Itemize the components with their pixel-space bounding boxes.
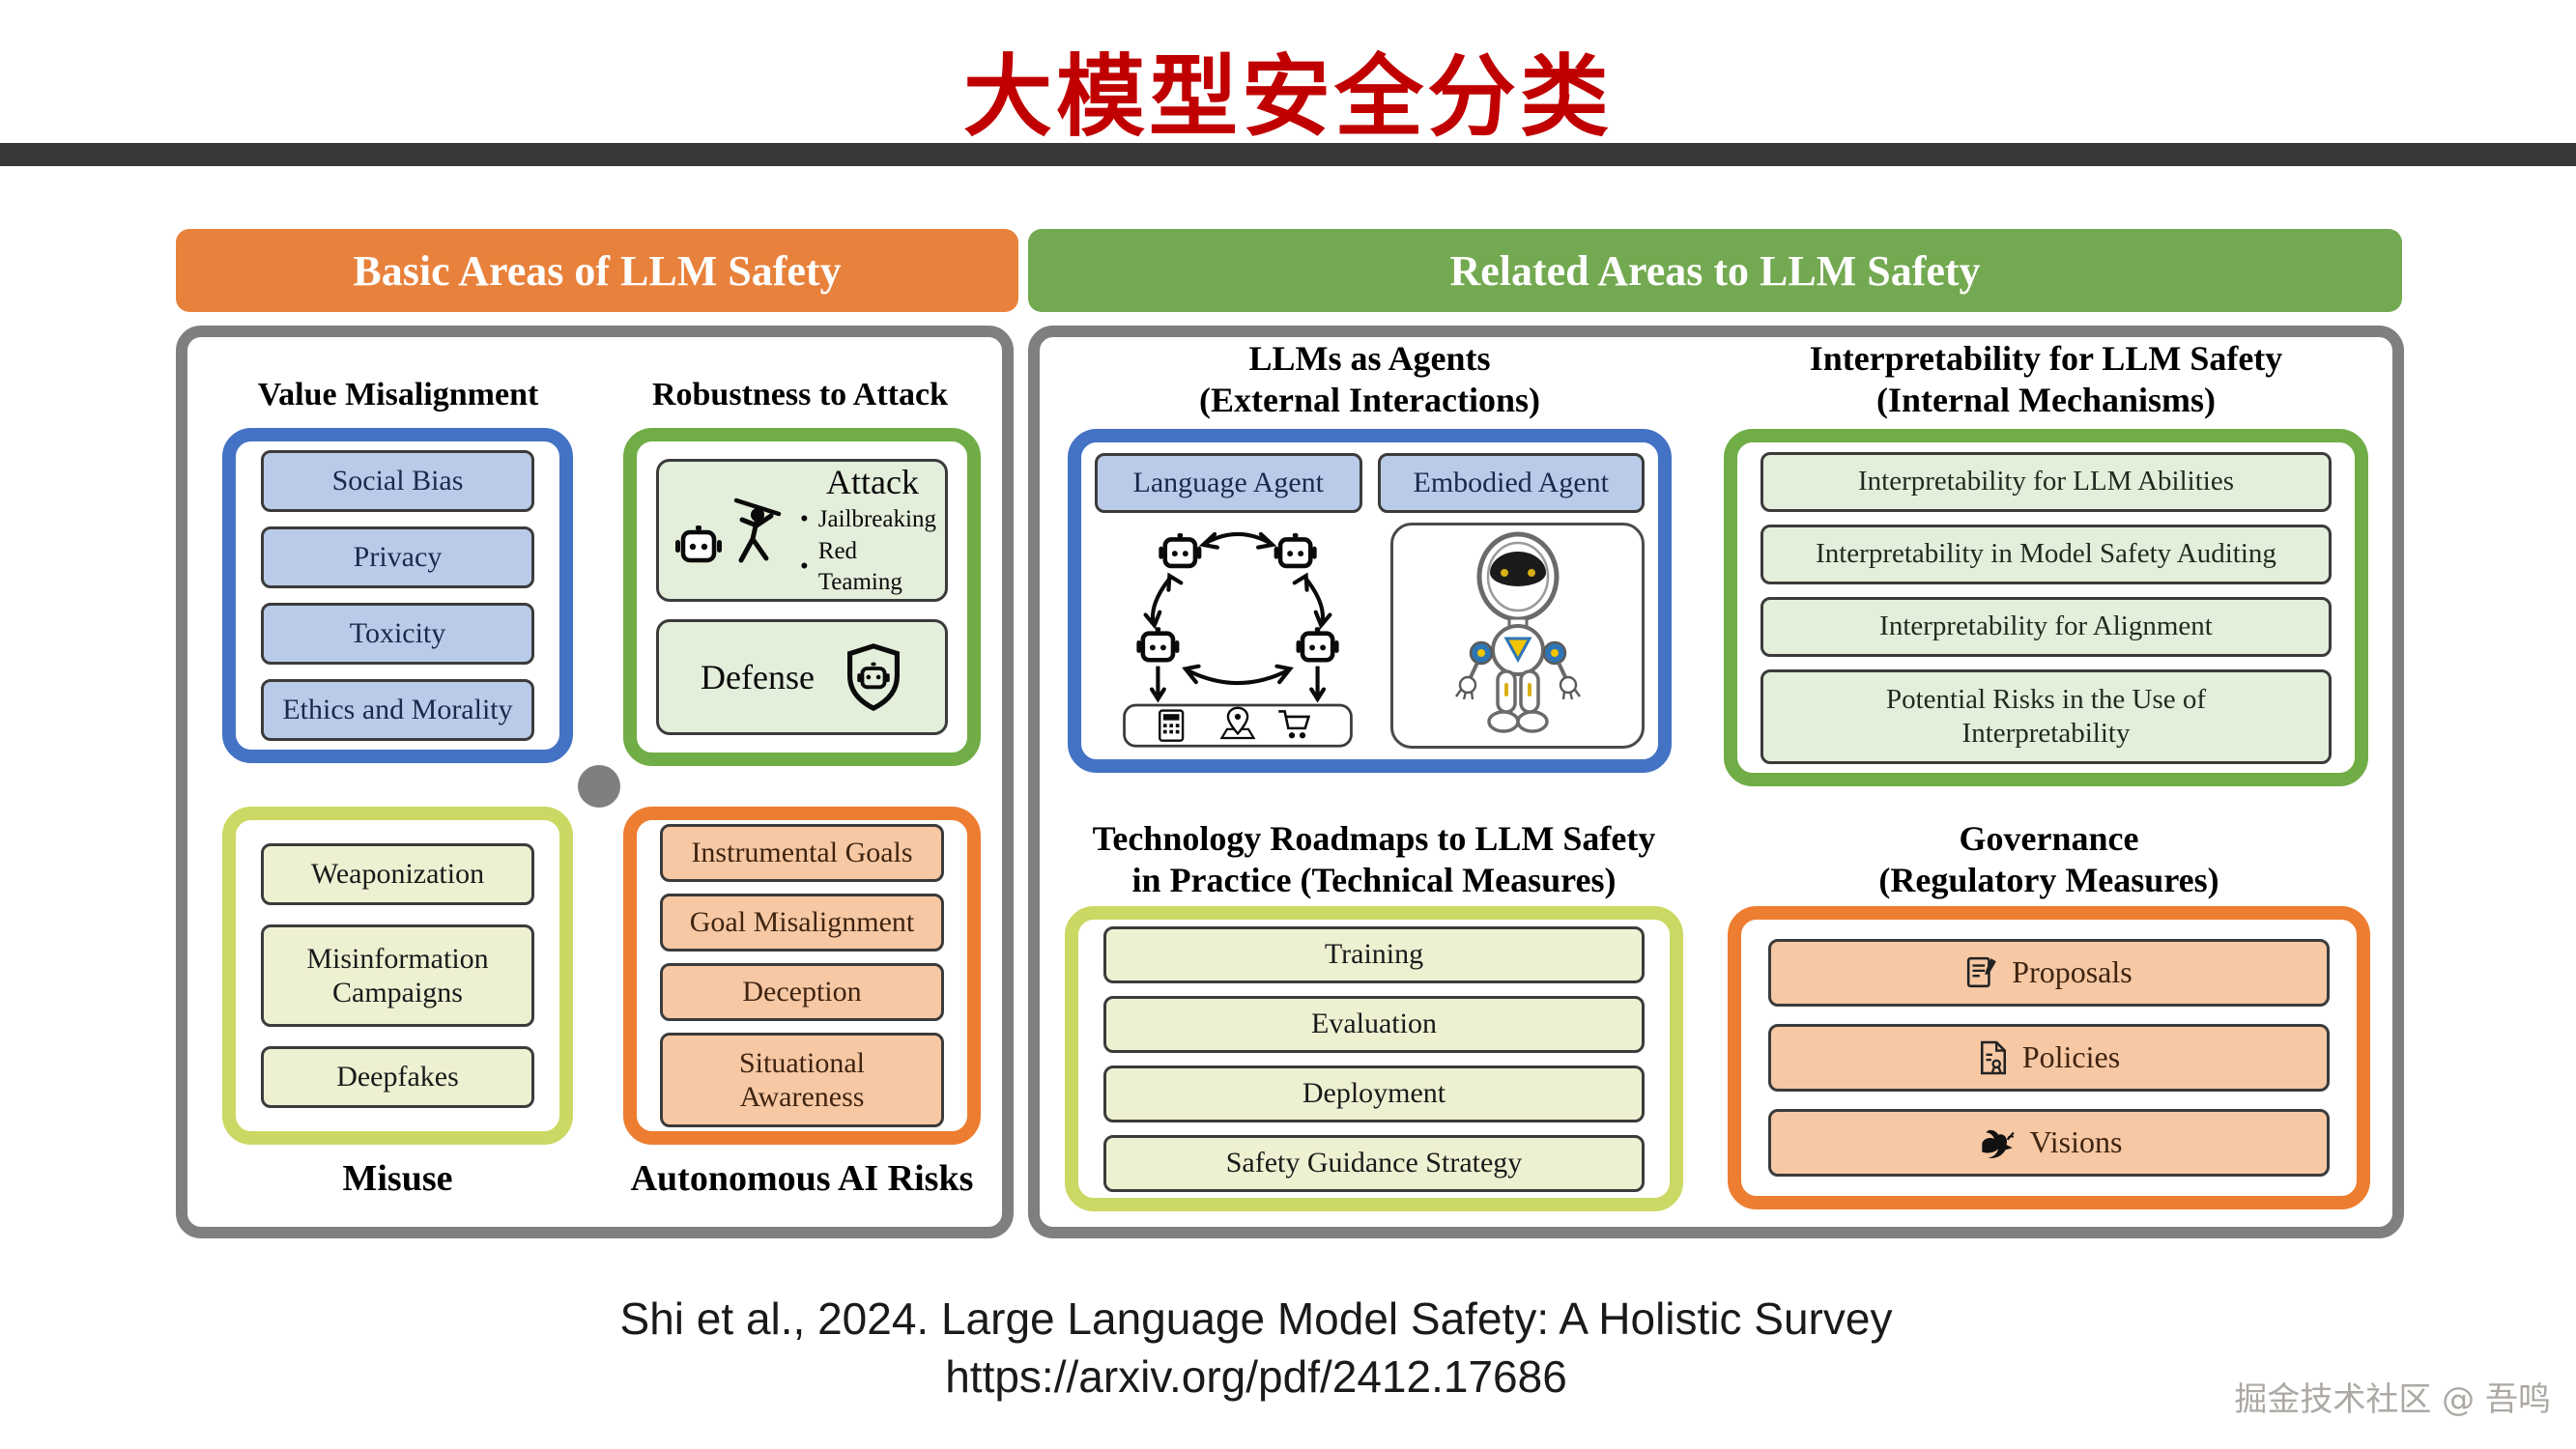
governance-heading-line1: Governance	[1959, 819, 2139, 858]
roadmaps-group: Training Evaluation Deployment Safety Gu…	[1065, 906, 1683, 1211]
interpretability-item: Interpretability for Alignment	[1760, 596, 2332, 657]
roadmap-item: Training	[1103, 925, 1645, 983]
agents-heading: LLMs as Agents (External Interactions)	[1068, 338, 1672, 421]
autonomous-item: Instrumental Goals	[660, 824, 944, 882]
robustness-group: Attack Jailbreaking Red Teaming Defense	[623, 428, 981, 766]
governance-heading: Governance (Regulatory Measures)	[1728, 818, 2370, 901]
autonomous-label: Autonomous AI Risks	[630, 1158, 974, 1199]
agents-group: Language Agent Embodied Agent	[1068, 429, 1672, 773]
language-agent-pill: Language Agent	[1095, 453, 1362, 513]
interpretability-heading-line1: Interpretability for LLM Safety	[1809, 339, 2283, 378]
page-title: 大模型安全分类	[962, 45, 1613, 149]
roadmap-item: Safety Guidance Strategy	[1103, 1134, 1645, 1192]
embodied-robot-illustration	[1445, 530, 1590, 741]
embodied-agent-pill: Embodied Agent	[1377, 453, 1645, 513]
dove-icon	[1976, 1125, 2017, 1160]
attack-title: Attack	[826, 463, 919, 501]
roadmap-item: Evaluation	[1103, 995, 1645, 1053]
governance-item-policies: Policies	[1768, 1024, 2330, 1092]
autonomous-item: Goal Misalignment	[660, 894, 944, 952]
citation-line1: Shi et al., 2024. Large Language Model S…	[619, 1293, 1893, 1344]
bullet-dot	[800, 552, 809, 583]
proposal-document-icon	[1965, 955, 1998, 990]
watermark: 掘金技术社区 @ 吾鸣	[2234, 1380, 2551, 1419]
interpretability-item: Interpretability in Model Safety Auditin…	[1760, 524, 2332, 584]
interpretability-heading-line2: (Internal Mechanisms)	[1876, 381, 2216, 420]
interpretability-group: Interpretability for LLM Abilities Inter…	[1724, 429, 2368, 786]
quadrant-junction-dot	[578, 765, 620, 808]
misuse-group: Weaponization Misinformation Campaigns D…	[222, 807, 573, 1145]
autonomous-group: Instrumental Goals Goal Misalignment Dec…	[623, 807, 981, 1145]
attack-text: Attack Jailbreaking Red Teaming	[785, 462, 945, 599]
value-misalignment-item: Toxicity	[261, 603, 534, 665]
interpretability-item: Potential Risks in the Use of Interpreta…	[1760, 668, 2332, 764]
header-related-label: Related Areas to LLM Safety	[1449, 246, 1981, 295]
attack-bullet: Red Teaming	[800, 536, 945, 599]
embodied-agent-frame	[1390, 523, 1645, 749]
roadmaps-heading-line1: Technology Roadmaps to LLM Safety	[1092, 819, 1656, 858]
value-misalignment-item: Privacy	[261, 526, 534, 588]
defense-title: Defense	[701, 657, 815, 696]
autonomous-item: Deception	[660, 963, 944, 1021]
header-basic-label: Basic Areas of LLM Safety	[353, 246, 842, 295]
governance-group: Proposals Policies Visions	[1728, 906, 2370, 1209]
governance-item-proposals: Proposals	[1768, 939, 2330, 1007]
governance-heading-line2: (Regulatory Measures)	[1878, 861, 2219, 900]
agent-body	[1095, 523, 1645, 749]
robot-head-icon	[673, 524, 725, 566]
attack-bullet-label: Red Teaming	[817, 537, 902, 596]
misuse-label: Misuse	[342, 1158, 453, 1199]
interpretability-item: Interpretability for LLM Abilities	[1760, 451, 2332, 512]
value-misalignment-item: Ethics and Morality	[261, 679, 534, 741]
agents-heading-line2: (External Interactions)	[1199, 381, 1540, 420]
citation: Shi et al., 2024. Large Language Model S…	[0, 1291, 2512, 1406]
attack-box: Attack Jailbreaking Red Teaming	[656, 459, 948, 602]
misuse-item: Deepfakes	[261, 1046, 534, 1108]
robustness-heading: Robustness to Attack	[651, 377, 949, 412]
header-related-areas: Related Areas to LLM Safety	[1028, 229, 2402, 312]
shield-robot-icon	[844, 642, 903, 712]
governance-item-visions: Visions	[1768, 1109, 2330, 1177]
policy-document-icon	[1978, 1039, 2009, 1076]
governance-item-label: Visions	[2029, 1124, 2123, 1160]
attack-bullet-label: Jailbreaking	[817, 506, 936, 532]
bullet-dot	[800, 504, 809, 536]
header-basic-areas: Basic Areas of LLM Safety	[176, 229, 1018, 312]
roadmap-item: Deployment	[1103, 1065, 1645, 1122]
governance-item-label: Proposals	[2012, 954, 2132, 990]
roadmaps-heading-line2: in Practice (Technical Measures)	[1131, 861, 1617, 900]
attack-bullet: Jailbreaking	[800, 504, 936, 536]
autonomous-item: Situational Awareness	[660, 1033, 944, 1127]
value-misalignment-item: Social Bias	[261, 450, 534, 512]
misuse-item: Weaponization	[261, 843, 534, 905]
attack-icons	[659, 495, 785, 566]
misuse-item: Misinformation Campaigns	[261, 924, 534, 1027]
roadmaps-heading: Technology Roadmaps to LLM Safety in Pra…	[1065, 818, 1683, 901]
title-divider-bar	[0, 143, 2576, 166]
governance-item-label: Policies	[2021, 1039, 2121, 1075]
value-misalignment-group: Social Bias Privacy Toxicity Ethics and …	[222, 428, 573, 763]
attacker-figure-icon	[725, 495, 785, 566]
agent-pill-row: Language Agent Embodied Agent	[1095, 453, 1645, 513]
citation-line2: https://arxiv.org/pdf/2412.17686	[945, 1350, 1567, 1402]
value-misalignment-heading: Value Misalignment	[257, 377, 539, 412]
agent-cycle-diagram	[1095, 523, 1381, 749]
defense-box: Defense	[656, 618, 948, 735]
interpretability-heading: Interpretability for LLM Safety (Interna…	[1724, 338, 2368, 421]
agents-heading-line1: LLMs as Agents	[1248, 339, 1491, 378]
